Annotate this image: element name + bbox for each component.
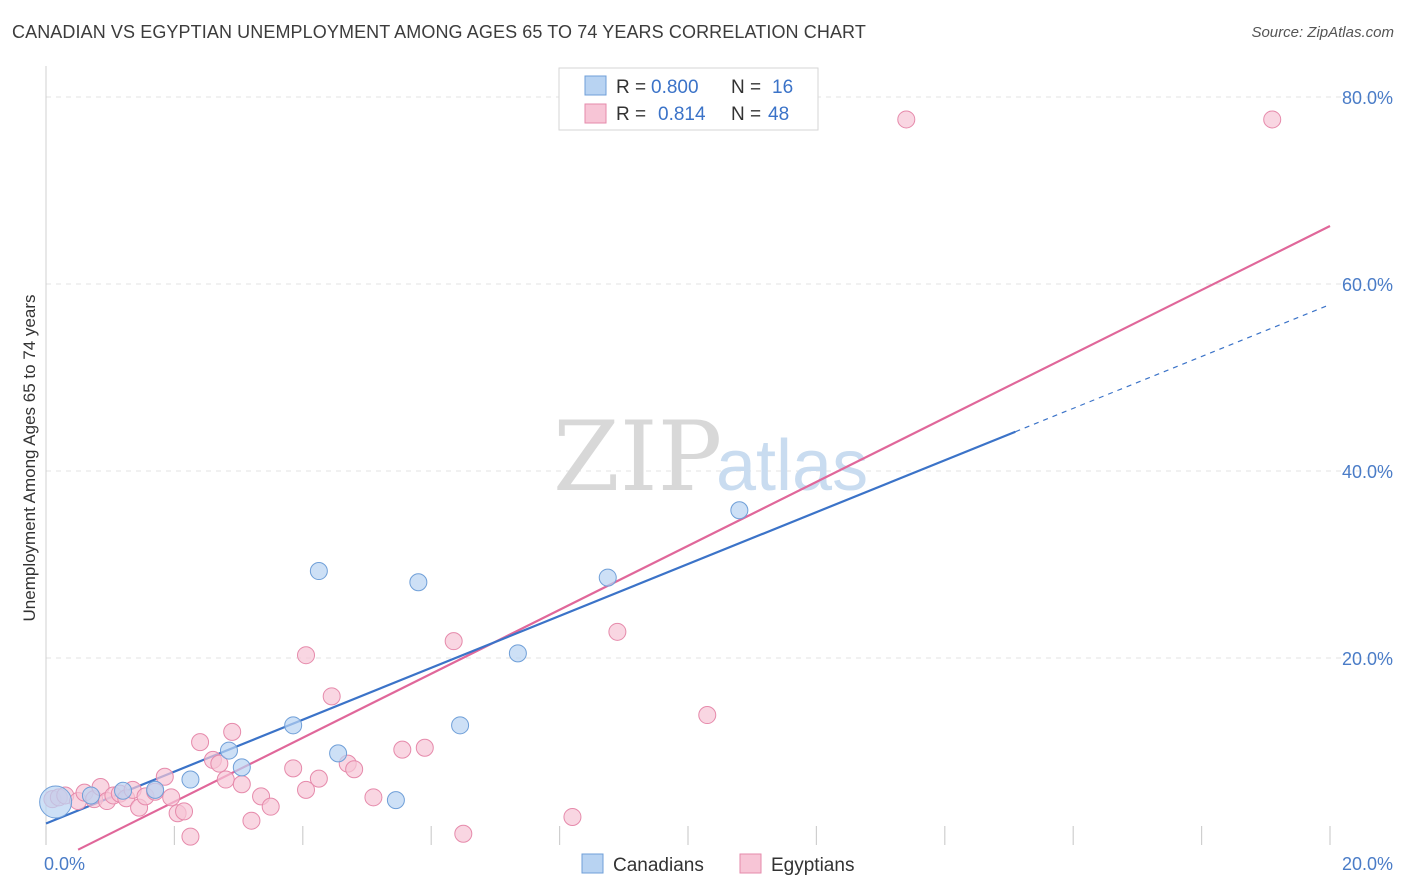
legend: R = 0.800 N = 16 R = 0.814 N = 48	[558, 67, 819, 131]
legend-egyptians-r-value: 0.814	[658, 104, 706, 125]
x-tick-label: 0.0%	[44, 854, 85, 874]
x-tick-label: 20.0%	[1342, 854, 1393, 874]
point-canadians	[451, 716, 470, 735]
trend-line-egyptians	[77, 225, 1331, 851]
point-egyptians	[897, 110, 916, 129]
point-egyptians	[393, 740, 412, 759]
point-canadians	[219, 741, 238, 760]
point-canadians	[146, 780, 165, 799]
point-canadians	[309, 562, 328, 581]
point-canadians	[409, 573, 428, 592]
watermark-atlas: atlas	[716, 426, 868, 506]
point-egyptians	[415, 738, 434, 757]
point-egyptians	[297, 646, 316, 665]
data-points	[39, 110, 1282, 846]
point-egyptians	[309, 769, 328, 788]
point-canadians	[181, 770, 200, 789]
source-label: Source: ZipAtlas.com	[1251, 24, 1394, 41]
point-egyptians	[162, 788, 181, 807]
legend-swatch-egyptians	[584, 103, 607, 124]
watermark-zip: ZIP	[553, 401, 722, 513]
point-canadians	[598, 568, 617, 587]
point-egyptians	[563, 807, 582, 826]
point-canadians	[386, 791, 405, 810]
point-egyptians	[284, 759, 303, 778]
point-egyptians	[216, 770, 235, 789]
y-tick-label: 60.0%	[1342, 275, 1393, 295]
trend-lines	[45, 225, 1331, 851]
legend-swatch-canadians	[584, 75, 607, 96]
point-egyptians	[297, 780, 316, 799]
bottom-legend-swatch-canadians	[581, 853, 604, 874]
point-egyptians	[322, 687, 341, 706]
point-egyptians	[454, 824, 473, 843]
point-egyptians	[345, 760, 364, 779]
legend-canadians-n-label: N =	[731, 77, 761, 98]
grid-lines	[46, 96, 1392, 659]
point-canadians	[284, 716, 303, 735]
legend-canadians-n-value: 16	[772, 77, 793, 98]
point-egyptians	[181, 827, 200, 846]
bottom-legend: Canadians Egyptians	[581, 853, 854, 876]
point-egyptians	[444, 632, 463, 651]
trend-line-canadians	[45, 430, 1016, 825]
point-egyptians	[175, 802, 194, 821]
point-egyptians	[155, 767, 174, 786]
point-egyptians	[223, 722, 242, 741]
point-egyptians	[210, 754, 229, 773]
point-canadians	[232, 758, 251, 777]
legend-egyptians-r-label: R =	[616, 104, 646, 125]
watermark: ZIP atlas	[553, 401, 868, 513]
point-canadians	[730, 501, 749, 520]
bottom-legend-swatch-egyptians	[739, 853, 762, 874]
tick-labels: 20.0% 40.0% 60.0% 80.0% 0.0% 20.0%	[44, 88, 1393, 874]
chart-title: CANADIAN VS EGYPTIAN UNEMPLOYMENT AMONG …	[12, 22, 866, 42]
y-axis-label: Unemployment Among Ages 65 to 74 years	[20, 295, 39, 622]
y-tick-label: 40.0%	[1342, 462, 1393, 482]
legend-egyptians-n-label: N =	[731, 104, 761, 125]
point-egyptians	[364, 788, 383, 807]
axes	[45, 66, 1331, 845]
y-tick-label: 80.0%	[1342, 88, 1393, 108]
legend-canadians-r-value: 0.800	[651, 77, 699, 98]
point-egyptians	[698, 706, 717, 725]
bottom-legend-egyptians: Egyptians	[771, 855, 854, 876]
legend-egyptians-n-value: 48	[768, 104, 789, 125]
point-egyptians	[261, 797, 280, 816]
trend-line-canadians-extension	[1015, 304, 1331, 433]
point-canadians	[329, 744, 348, 763]
point-egyptians	[191, 733, 210, 752]
bottom-legend-canadians: Canadians	[613, 855, 704, 876]
point-egyptians	[1263, 110, 1282, 129]
point-egyptians	[242, 811, 261, 830]
point-canadians	[39, 785, 73, 819]
legend-canadians-r-label: R =	[616, 77, 646, 98]
point-egyptians	[608, 622, 627, 641]
point-egyptians	[232, 775, 251, 794]
point-canadians	[114, 781, 133, 800]
point-canadians	[81, 786, 100, 805]
y-tick-label: 20.0%	[1342, 649, 1393, 669]
point-canadians	[508, 644, 527, 663]
